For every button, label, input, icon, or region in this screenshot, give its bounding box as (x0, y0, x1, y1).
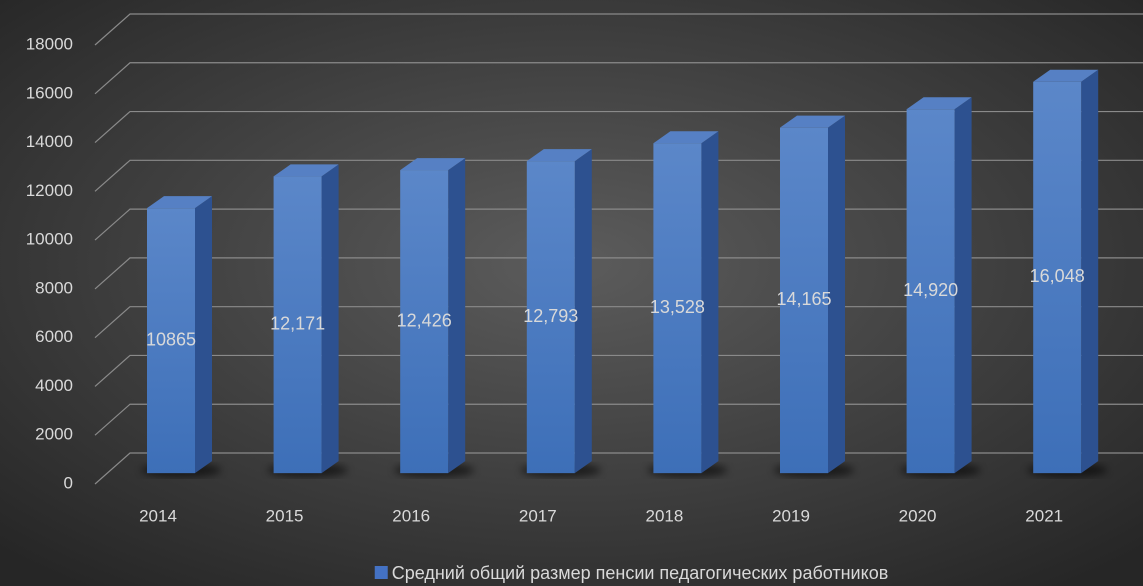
bar-side (448, 158, 466, 474)
y-tick-label: 6000 (35, 327, 73, 346)
data-label: 12,793 (523, 306, 578, 326)
bar-top (147, 196, 212, 209)
bar (400, 170, 449, 474)
y-tick-label: 10000 (26, 230, 73, 249)
bar-side (954, 97, 972, 474)
data-label: 16,048 (1030, 266, 1085, 286)
bar (1033, 81, 1082, 474)
x-tick-label: 2019 (772, 506, 810, 525)
bar-side (574, 149, 592, 474)
x-tick-label: 2016 (392, 506, 430, 525)
grid-line (94, 62, 1143, 95)
bar-top (526, 149, 592, 162)
bar-top (273, 164, 339, 177)
bar-side (701, 131, 719, 474)
x-tick-label: 2015 (266, 506, 304, 525)
bar-side (1081, 69, 1099, 474)
bar (273, 176, 322, 474)
y-tick-label: 4000 (35, 376, 73, 395)
legend-label: Средний общий размер пенсии педагогическ… (392, 563, 889, 583)
bar (147, 208, 195, 474)
data-label: 13,528 (650, 297, 705, 317)
bar-top (780, 115, 845, 128)
data-label: 14,920 (903, 280, 958, 300)
y-tick-label: 12000 (26, 181, 73, 200)
legend: Средний общий размер пенсии педагогическ… (374, 563, 889, 583)
data-label: 12,426 (397, 310, 452, 330)
y-tick-label: 0 (64, 473, 73, 492)
grid-line (94, 110, 1143, 144)
y-tick-label: 18000 (26, 34, 73, 53)
data-label: 14,165 (776, 289, 831, 309)
y-tick-label: 16000 (26, 83, 73, 102)
bar-side (321, 164, 339, 474)
bar (653, 143, 702, 474)
bar-side (195, 196, 212, 474)
bar-top (653, 131, 719, 144)
x-tick-label: 2021 (1025, 506, 1063, 525)
bar-top (906, 97, 972, 110)
bar (526, 161, 575, 474)
bar-top (1033, 69, 1099, 82)
grid-line (94, 13, 1143, 46)
y-tick-label: 2000 (35, 425, 73, 444)
data-label: 10865 (146, 329, 196, 349)
y-tick-label: 14000 (26, 132, 73, 151)
bar (906, 109, 955, 474)
bar-side (828, 115, 845, 474)
bar-top (400, 158, 466, 171)
legend-swatch (374, 566, 388, 579)
x-tick-label: 2018 (645, 506, 683, 525)
bar (780, 127, 828, 474)
x-tick-label: 2017 (519, 506, 557, 525)
x-tick-label: 2014 (139, 506, 177, 525)
y-tick-label: 8000 (35, 278, 73, 297)
x-tick-label: 2020 (899, 506, 937, 525)
data-label: 12,171 (270, 313, 325, 333)
